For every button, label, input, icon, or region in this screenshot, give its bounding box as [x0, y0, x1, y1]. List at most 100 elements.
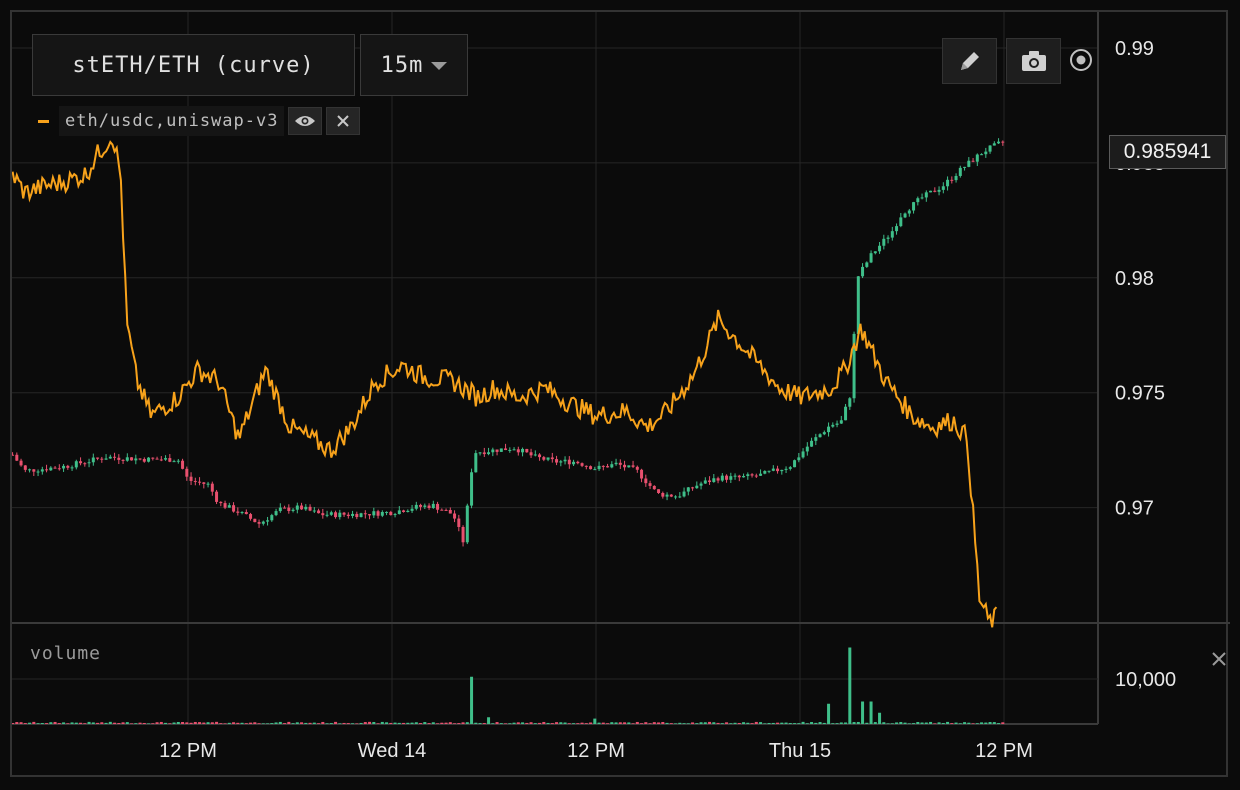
candle-body — [380, 511, 384, 516]
volume-bar — [130, 723, 134, 724]
candle-body — [848, 398, 852, 407]
volume-bar — [278, 721, 282, 724]
volume-bar — [691, 722, 695, 724]
candle-body — [695, 485, 699, 489]
volume-bar — [720, 723, 724, 724]
candle-body — [147, 457, 151, 462]
volume-bar — [363, 722, 367, 724]
candle-body — [300, 505, 304, 510]
candle-body — [189, 476, 193, 481]
candle-body — [992, 143, 996, 146]
volume-bar — [618, 722, 622, 724]
candle-body — [338, 512, 342, 518]
candle-body — [661, 492, 665, 497]
volume-bar — [810, 722, 814, 724]
candle-body — [495, 449, 499, 452]
volume-bar — [912, 723, 916, 724]
candle-body — [601, 465, 605, 467]
candle-body — [941, 186, 945, 190]
volume-bar — [805, 723, 809, 724]
volume-bar — [657, 722, 661, 724]
volume-bar — [168, 723, 172, 724]
volume-bar — [482, 723, 486, 724]
volume-bar — [958, 723, 962, 724]
volume-bar — [525, 722, 529, 724]
volume-bar — [606, 723, 610, 724]
volume-bar — [372, 721, 376, 724]
candle-body — [482, 452, 486, 455]
candle-body — [533, 454, 537, 456]
volume-bar — [249, 722, 253, 724]
volume-bar — [448, 722, 452, 724]
volume-bar — [975, 723, 979, 724]
candle-body — [453, 513, 457, 519]
volume-bar — [240, 722, 244, 724]
volume-bar — [614, 722, 618, 724]
candle-body — [759, 473, 763, 476]
candle-body — [890, 231, 894, 238]
candle-body — [754, 475, 758, 477]
close-volume-button[interactable] — [1208, 648, 1230, 670]
candle-body — [414, 504, 418, 509]
candle-body — [907, 210, 911, 214]
volume-bar — [903, 722, 907, 724]
volume-bar — [232, 722, 236, 724]
volume-bar — [886, 723, 890, 724]
volume-bar — [631, 723, 635, 724]
candle-body — [737, 475, 741, 478]
volume-bar — [941, 723, 945, 724]
volume-bar — [865, 722, 869, 724]
volume-bar — [780, 722, 784, 724]
volume-bar — [376, 723, 380, 724]
volume-bar — [338, 723, 342, 724]
volume-bar — [784, 722, 788, 724]
draw-tool-button[interactable] — [942, 38, 997, 84]
candle-body — [219, 501, 223, 504]
volume-bar — [74, 722, 78, 724]
candle-body — [125, 457, 129, 461]
volume-bar — [189, 722, 193, 724]
volume-bar — [70, 722, 74, 724]
candle-body — [346, 514, 350, 516]
close-icon — [1212, 652, 1226, 666]
volume-bar — [151, 723, 155, 724]
volume-bar — [712, 722, 716, 724]
volume-bar — [406, 722, 410, 724]
candle-body — [198, 481, 202, 483]
volume-bar — [147, 723, 151, 724]
candle-body — [648, 483, 652, 486]
volume-bar — [317, 723, 321, 724]
candle-body — [406, 510, 410, 512]
volume-bar — [393, 722, 397, 724]
volume-bar — [576, 723, 580, 724]
volume-bar — [351, 723, 355, 724]
symbol-selector[interactable]: stETH/ETH (curve) — [32, 34, 355, 96]
interval-selector[interactable]: 15m — [360, 34, 468, 96]
candle-body — [308, 506, 312, 511]
candle-body — [699, 483, 703, 486]
volume-bar — [954, 722, 958, 724]
candle-body — [865, 262, 869, 267]
volume-bar — [117, 723, 121, 724]
volume-bars — [12, 647, 1005, 724]
candle-body — [997, 141, 1001, 144]
screenshot-button[interactable] — [1006, 38, 1061, 84]
volume-bar — [818, 722, 822, 724]
toggle-visibility-button[interactable] — [288, 107, 323, 135]
candle-body — [385, 511, 389, 513]
candle-body — [1001, 141, 1005, 143]
volume-bar — [40, 723, 44, 724]
candle-body — [134, 458, 138, 461]
candle-body — [984, 151, 988, 155]
candle-body — [470, 472, 474, 506]
volume-bar — [389, 722, 393, 724]
volume-bar — [291, 723, 295, 724]
volume-bar — [882, 722, 886, 724]
candle-body — [644, 478, 648, 484]
candle-body — [691, 487, 695, 489]
candle-body — [266, 520, 270, 522]
crosshair-button[interactable] — [1069, 48, 1093, 72]
remove-series-button[interactable] — [326, 107, 361, 135]
candle-body — [49, 467, 53, 471]
